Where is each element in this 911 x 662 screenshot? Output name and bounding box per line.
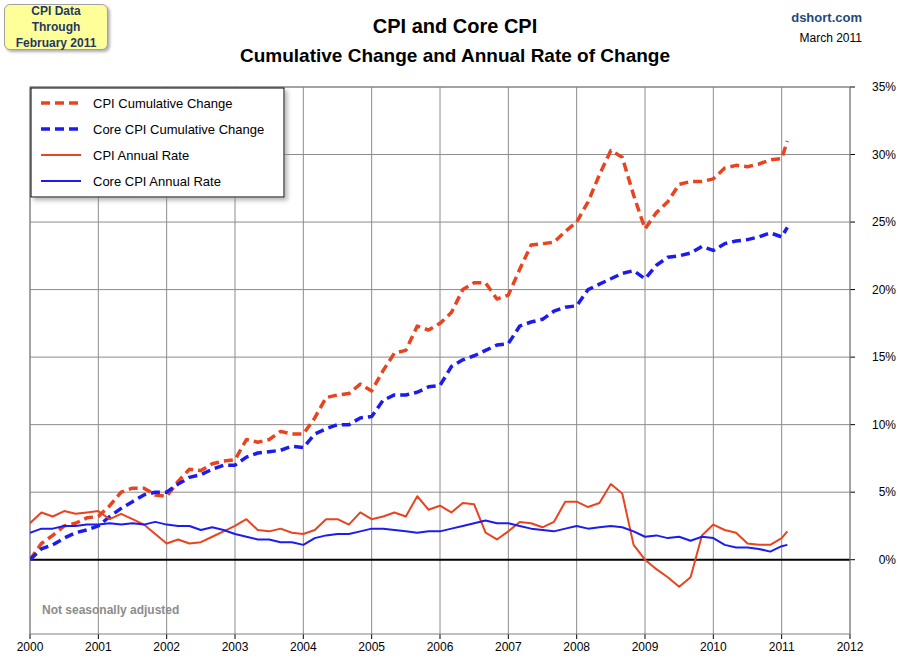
x-tick bbox=[850, 634, 851, 639]
y-tick bbox=[850, 424, 855, 425]
x-tick bbox=[508, 634, 509, 639]
legend-swatch bbox=[41, 180, 81, 182]
x-grid-line bbox=[781, 87, 782, 634]
x-tick-label: 2006 bbox=[427, 640, 454, 654]
y-tick-label: 5% bbox=[879, 485, 897, 499]
x-grid-line bbox=[303, 87, 304, 634]
plot-frame bbox=[30, 87, 850, 634]
x-tick bbox=[781, 634, 782, 639]
x-tick bbox=[303, 634, 304, 639]
x-tick bbox=[30, 634, 31, 639]
x-grid-line bbox=[576, 87, 577, 634]
x-tick-label: 2002 bbox=[153, 640, 180, 654]
y-tick-label: 20% bbox=[872, 283, 896, 297]
plot-area bbox=[30, 87, 850, 634]
x-tick-label: 2007 bbox=[495, 640, 522, 654]
x-tick-label: 2011 bbox=[769, 640, 795, 654]
y-tick-label: 10% bbox=[872, 418, 896, 432]
note: Not seasonally adjusted bbox=[42, 603, 179, 617]
publish-date: March 2011 bbox=[800, 31, 863, 45]
series-lines bbox=[30, 141, 787, 587]
x-grid-line bbox=[371, 87, 372, 634]
legend-swatch bbox=[41, 127, 81, 131]
x-grid-line bbox=[508, 87, 509, 634]
grid bbox=[30, 87, 855, 639]
x-tick bbox=[576, 634, 577, 639]
y-tick-label: 35% bbox=[872, 80, 896, 94]
x-grid-line bbox=[713, 87, 714, 634]
subtitle: Cumulative Change and Annual Rate of Cha… bbox=[240, 45, 670, 66]
series-line bbox=[30, 484, 787, 587]
y-tick bbox=[850, 154, 855, 155]
x-tick-label: 2001 bbox=[85, 640, 112, 654]
y-tick-label: 15% bbox=[872, 350, 896, 364]
title: CPI and Core CPI bbox=[373, 15, 537, 37]
x-tick bbox=[98, 634, 99, 639]
legend-swatch bbox=[41, 101, 81, 105]
y-tick bbox=[850, 87, 855, 88]
legend-label: Core CPI Cumulative Change bbox=[93, 122, 264, 137]
legend-label: Core CPI Annual Rate bbox=[93, 174, 221, 189]
y-tick-label: 30% bbox=[872, 148, 896, 162]
legend: CPI Cumulative Change Core CPI Cumulative… bbox=[31, 88, 284, 197]
y-tick-label: 0% bbox=[879, 553, 897, 567]
legend-label: CPI Cumulative Change bbox=[93, 96, 232, 111]
x-grid-line bbox=[645, 87, 646, 634]
y-grid-line bbox=[30, 357, 850, 358]
x-tick-label: 2000 bbox=[17, 640, 44, 654]
legend-swatch bbox=[41, 154, 81, 156]
y-tick bbox=[850, 559, 855, 560]
series-line bbox=[30, 141, 787, 560]
data-through-box: CPI Data Through February 2011 bbox=[4, 4, 108, 50]
x-tick bbox=[440, 634, 441, 639]
y-grid-line bbox=[30, 289, 850, 290]
x-tick-label: 2012 bbox=[837, 640, 864, 654]
x-tick-label: 2005 bbox=[358, 640, 385, 654]
x-tick-label: 2003 bbox=[222, 640, 249, 654]
y-tick-label: 25% bbox=[872, 215, 896, 229]
y-grid-line bbox=[30, 424, 850, 425]
zero-line bbox=[30, 559, 850, 561]
x-tick bbox=[713, 634, 714, 639]
x-tick-label: 2008 bbox=[563, 640, 590, 654]
series-line bbox=[30, 521, 787, 552]
x-grid-line bbox=[440, 87, 441, 634]
x-tick bbox=[166, 634, 167, 639]
y-tick bbox=[850, 289, 855, 290]
y-tick bbox=[850, 492, 855, 493]
chart: 2000 2001 2002 2003 2004 2005 2006 2007 2008 2009… bbox=[0, 0, 911, 662]
y-tick bbox=[850, 357, 855, 358]
y-grid-line bbox=[30, 222, 850, 223]
x-tick bbox=[371, 634, 372, 639]
x-tick-label: 2010 bbox=[700, 640, 727, 654]
legend-box bbox=[31, 88, 284, 197]
x-tick-label: 2009 bbox=[632, 640, 659, 654]
source: dshort.com bbox=[791, 10, 862, 25]
x-tick bbox=[645, 634, 646, 639]
y-tick bbox=[850, 222, 855, 223]
legend-label: CPI Annual Rate bbox=[93, 148, 189, 163]
x-tick-label: 2004 bbox=[290, 640, 317, 654]
x-tick bbox=[235, 634, 236, 639]
